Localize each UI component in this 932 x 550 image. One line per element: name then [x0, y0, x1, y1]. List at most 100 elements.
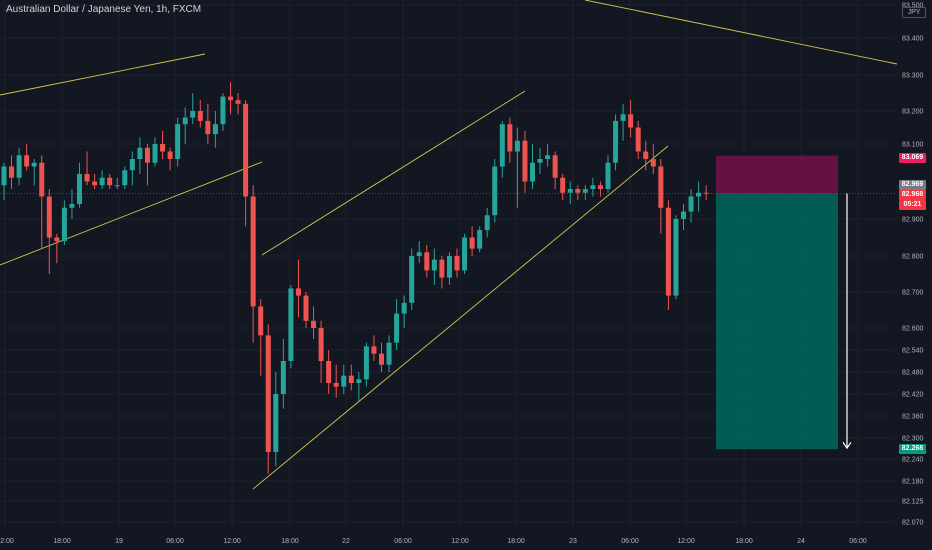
trendline	[261, 90, 526, 256]
candle	[92, 174, 98, 189]
candle	[673, 215, 679, 300]
price-tick-label: 82.300	[902, 436, 924, 443]
candle-body	[575, 189, 581, 193]
candle	[99, 170, 105, 189]
candle-body	[1, 166, 7, 186]
candle-body	[258, 306, 264, 336]
candle-body	[16, 155, 22, 178]
candle	[696, 181, 702, 212]
candle	[9, 155, 15, 189]
candle	[530, 144, 535, 189]
candle-body	[613, 120, 619, 163]
trendlines	[0, 0, 898, 490]
candle-body	[311, 320, 317, 328]
candle	[318, 320, 324, 383]
price-tick-label: 83.500	[902, 3, 924, 10]
candle	[409, 248, 415, 310]
candle-body	[681, 211, 686, 219]
candle	[537, 147, 543, 174]
target-price-label: 82.268	[899, 444, 926, 454]
time-tick-label: 24	[797, 538, 805, 545]
time-axis: 12:00 18:00 19 06:00 12:00 18:00 22 06:00 12:00 1…	[0, 538, 867, 545]
currency-unit-badge[interactable]: JPY	[902, 7, 926, 18]
candle-body	[363, 346, 369, 380]
candle	[129, 151, 135, 186]
candle-body	[446, 256, 452, 278]
price-tick-label: 82.540	[902, 348, 924, 355]
last-price-label: 82.969	[899, 180, 926, 190]
candle	[560, 174, 566, 201]
candle	[394, 299, 400, 350]
candle	[507, 117, 513, 163]
candle	[122, 166, 128, 189]
price-tick-label: 82.360	[902, 414, 924, 421]
candle-body	[114, 185, 120, 187]
candle	[575, 185, 581, 201]
candle	[552, 151, 558, 189]
candle	[197, 100, 203, 128]
candle-body	[122, 170, 128, 186]
price-tick-label: 82.480	[902, 370, 924, 377]
candle-body	[129, 159, 135, 171]
candle	[54, 233, 60, 264]
candle	[288, 284, 294, 369]
candle-body	[54, 237, 60, 242]
candle	[160, 130, 166, 159]
candle-body	[590, 185, 596, 189]
position-zones	[0, 155, 895, 450]
price-tick-label: 82.420	[902, 392, 924, 399]
candle-body	[77, 174, 82, 204]
candle-body	[356, 379, 362, 383]
candle	[386, 335, 392, 372]
candle-body	[439, 259, 445, 278]
candle-body	[92, 181, 98, 186]
candle	[77, 162, 82, 208]
candle	[590, 177, 596, 197]
candle	[658, 159, 664, 234]
candle-body	[273, 394, 279, 452]
time-tick-label: 18:00	[735, 538, 753, 545]
candle	[613, 114, 619, 171]
candle-body	[673, 219, 679, 296]
candle-body	[597, 185, 603, 189]
candle	[152, 137, 158, 167]
candle	[311, 306, 317, 339]
candle	[597, 181, 603, 197]
candle-body	[326, 361, 332, 383]
time-tick-label: 12:00	[677, 538, 695, 545]
candle-body	[24, 155, 30, 167]
candle-body	[288, 288, 294, 361]
candle	[250, 185, 256, 343]
candle-body	[658, 166, 664, 208]
candle-body	[424, 252, 430, 271]
candle	[265, 324, 271, 474]
candle-body	[182, 117, 188, 125]
candle	[635, 120, 641, 159]
candle-body	[280, 361, 286, 394]
price-tick-label: 82.125	[902, 499, 924, 506]
price-tick-label: 82.070	[902, 520, 924, 527]
candle-body	[514, 140, 520, 152]
candle	[295, 259, 301, 318]
candle	[401, 295, 407, 328]
candle	[333, 364, 339, 398]
candle	[605, 155, 611, 193]
candle-body	[190, 111, 196, 118]
candle	[567, 181, 573, 204]
candle	[484, 207, 490, 238]
candle-body	[431, 259, 437, 271]
trendline	[584, 0, 898, 65]
time-tick-label: 12:00	[451, 538, 469, 545]
price-tick-label: 83.200	[902, 109, 924, 116]
candle-body	[454, 256, 460, 271]
trendline	[0, 53, 206, 96]
candle	[431, 248, 437, 285]
price-tick-label: 82.700	[902, 290, 924, 297]
candle	[446, 252, 452, 285]
candle	[31, 159, 37, 186]
candle-body	[522, 140, 528, 182]
candle	[273, 372, 279, 467]
candle	[84, 151, 90, 186]
candle-body	[371, 346, 377, 354]
